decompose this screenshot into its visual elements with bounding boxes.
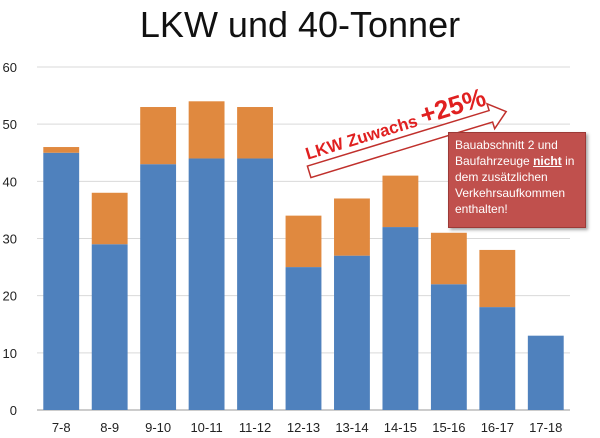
callout-box: Bauabschnitt 2 und Baufahrzeuge nicht in… <box>448 132 586 228</box>
y-tick-label: 30 <box>3 232 17 247</box>
bar-segment-top <box>237 107 273 159</box>
callout-line: enthalten! <box>455 202 508 216</box>
y-axis: 0 10 20 30 40 50 60 <box>3 60 17 418</box>
callout-text: in <box>561 154 575 168</box>
bar-segment-top <box>43 147 80 153</box>
bar-segment-top <box>91 192 128 245</box>
bar-segment-top <box>140 107 177 165</box>
y-tick-label: 60 <box>3 60 17 75</box>
callout-text: Baufahrzeuge <box>455 154 534 168</box>
bar-segment-base <box>382 227 419 410</box>
bar-segment-top <box>334 198 370 256</box>
bar-segment-top <box>188 101 225 159</box>
x-tick-label: 9-10 <box>145 420 171 435</box>
bar-segment-base <box>188 158 225 410</box>
x-tick-label: 14-15 <box>384 420 417 435</box>
bar-segment-base <box>479 307 516 410</box>
x-tick-label: 10-11 <box>190 420 222 435</box>
bar-segment-base <box>527 335 564 410</box>
bar-segment-base <box>430 284 467 410</box>
bar-segment-top <box>479 249 516 308</box>
y-tick-label: 10 <box>3 346 17 361</box>
bar-segment-base <box>140 164 177 410</box>
bar-segment-base <box>334 255 370 410</box>
y-tick-label: 40 <box>3 174 17 189</box>
bar-segment-top <box>430 232 467 285</box>
bar-segment-top <box>382 175 419 228</box>
callout-line: dem zusätzlichen <box>455 170 548 184</box>
bar-segment-top <box>285 215 322 268</box>
y-tick-label: 0 <box>10 403 17 418</box>
x-tick-label: 12-13 <box>287 420 320 435</box>
callout-line: Verkehrsaufkommen <box>455 186 566 200</box>
x-tick-label: 16-17 <box>481 420 514 435</box>
bar-segment-base <box>91 244 128 410</box>
x-tick-label: 8-9 <box>100 420 119 435</box>
callout-line: Baufahrzeuge nicht in <box>455 153 579 169</box>
bar-segment-base <box>43 152 80 410</box>
x-tick-label: 13-14 <box>335 420 368 435</box>
bar-segment-base <box>285 267 322 410</box>
x-tick-label: 11-12 <box>239 420 271 435</box>
chart-title: LKW und 40-Tonner <box>139 4 461 45</box>
callout-line: Bauabschnitt 2 und <box>455 138 558 152</box>
y-tick-label: 50 <box>3 117 17 132</box>
x-tick-label: 15-16 <box>432 420 465 435</box>
callout-emphasis: nicht <box>533 154 562 168</box>
y-tick-label: 20 <box>3 289 17 304</box>
bars <box>43 101 564 410</box>
x-tick-label: 7-8 <box>52 420 71 435</box>
x-axis: 7-8 8-9 9-10 10-11 11-12 12-13 13-14 14-15 15-16… <box>52 420 563 435</box>
x-tick-label: 17-18 <box>529 420 562 435</box>
growth-arrow-outline <box>306 102 508 179</box>
bar-segment-base <box>237 158 273 410</box>
